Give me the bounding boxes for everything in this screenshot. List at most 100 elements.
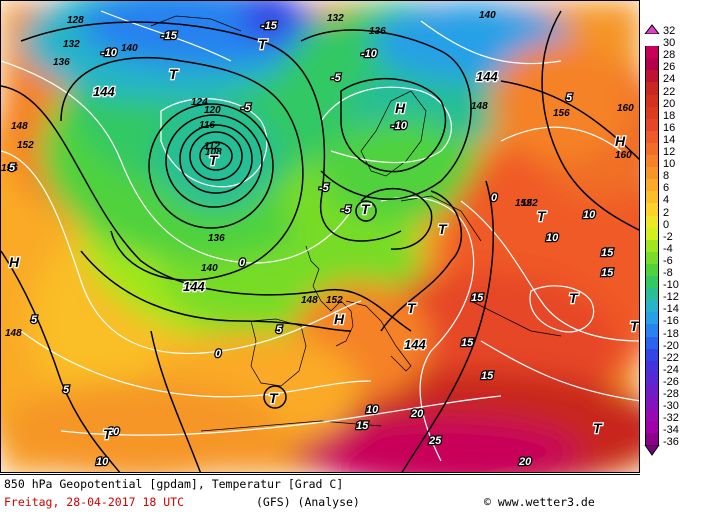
legend-swatch: [645, 288, 659, 301]
legend-label: -6: [663, 254, 673, 267]
temperature-isotherms: [1, 10, 639, 462]
legend-swatch: [645, 203, 659, 216]
legend-label: 28: [663, 49, 676, 62]
legend-swatch: [645, 142, 659, 156]
temperature-label: 10: [107, 426, 120, 438]
legend-label: -32: [663, 412, 679, 425]
legend-swatch: [645, 336, 659, 350]
temperature-label: 5: [566, 92, 573, 104]
geopotential-label: 144: [93, 84, 115, 99]
legend-label: -26: [663, 375, 679, 388]
geopotential-label: 152: [521, 198, 538, 209]
low-pressure-center: T: [269, 390, 279, 406]
temperature-label: 10: [546, 232, 559, 244]
legend-swatch: [645, 118, 659, 132]
legend-swatch: [645, 384, 659, 398]
low-pressure-center: T: [209, 152, 219, 168]
geopotential-label: 128: [67, 15, 84, 26]
legend-swatch: [645, 312, 659, 325]
temperature-label: -5: [331, 72, 342, 84]
legend-swatch: [645, 263, 659, 277]
low-pressure-center: T: [103, 426, 113, 442]
legend-label: -16: [663, 315, 679, 328]
legend-label: -12: [663, 291, 679, 304]
legend-swatch: [645, 251, 659, 265]
legend-swatch: [645, 155, 659, 168]
pressure-centers: T T T T T T T T T T T T H H H H: [8, 35, 639, 444]
legend-label: -24: [663, 363, 679, 376]
legend-label: -14: [663, 303, 679, 316]
geopotential-label: 144: [183, 279, 205, 294]
high-pressure-center: H: [334, 311, 345, 327]
geopotential-label: 148: [301, 295, 318, 306]
legend-label: 22: [663, 85, 676, 98]
temperature-label: 20: [410, 408, 424, 420]
legend-swatch: [645, 360, 659, 374]
caption-copyright: © www.wetter3.de: [484, 495, 595, 509]
low-pressure-center: T: [569, 290, 579, 306]
temperature-label: 20: [518, 456, 532, 468]
caption-date: Freitag, 28-04-2017 18 UTC: [4, 495, 185, 509]
legend-label: 24: [663, 73, 676, 86]
map-caption: 850 hPa Geopotential [gpdam], Temperatur…: [0, 474, 640, 514]
legend-bottom-arrow: [644, 445, 660, 457]
geopotential-label: 152: [326, 295, 343, 306]
temperature-label: -10: [391, 120, 408, 132]
legend-label: -30: [663, 400, 679, 413]
legend-label: -4: [663, 242, 673, 255]
temperature-label: 5: [9, 162, 16, 174]
geopotential-label: 144: [404, 337, 426, 352]
legend-label: 30: [663, 37, 676, 50]
geopotential-label: 132: [63, 39, 80, 50]
legend-label: 18: [663, 109, 676, 122]
legend-swatch: [645, 70, 659, 83]
legend-swatch: [645, 167, 659, 180]
geopotential-label: 116: [199, 120, 215, 131]
low-pressure-center: T: [258, 36, 268, 52]
low-pressure-center: T: [407, 300, 417, 316]
legend-swatch: [645, 106, 659, 120]
legend-label: 16: [663, 121, 676, 134]
geopotential-label: 132: [327, 13, 344, 24]
legend-label: 12: [663, 146, 676, 158]
legend-label: -10: [663, 279, 679, 292]
geopotential-label: 136: [53, 57, 70, 68]
legend-label: -2: [663, 230, 673, 243]
map-canvas: 1281321361401441481521561601241201161121…: [1, 1, 639, 472]
temperature-label: 10: [583, 209, 596, 221]
legend-swatch: [645, 409, 659, 422]
geopotential-label: 112: [204, 141, 220, 152]
temperature-label: -10: [361, 48, 378, 60]
geopotential-label: 144: [476, 69, 498, 84]
temperature-label: -10: [101, 47, 118, 59]
geopotential-label: 156: [553, 108, 570, 119]
high-pressure-center: H: [9, 254, 20, 270]
legend-swatch: [645, 239, 659, 253]
legend-label: 20: [663, 97, 676, 110]
legend-label: 10: [663, 158, 676, 171]
legend-swatch: [645, 215, 659, 229]
temperature-label: 25: [428, 435, 442, 447]
geopotential-label: 152: [515, 198, 532, 209]
temperature-legend: 32 30 28 26 24 22 20 18 16 14 12 10 8 6 4 2 0 -2 -4 -6 -8 -10…: [641, 24, 704, 460]
temperature-label: 15: [356, 420, 369, 432]
legend-swatch: [645, 94, 659, 108]
low-pressure-center: T: [438, 221, 448, 237]
legend-swatch: [645, 300, 659, 313]
legend-top-arrow: [644, 24, 660, 34]
temperature-label: 0: [239, 257, 246, 269]
legend-label: -20: [663, 339, 679, 352]
temperature-label: 5: [31, 314, 38, 326]
caption-model: (GFS) (Analyse): [256, 495, 360, 509]
geopotential-label: 136: [369, 26, 386, 37]
temperature-label: 10: [96, 456, 109, 468]
legend-label: -28: [663, 388, 679, 400]
temperature-label: 10: [366, 404, 379, 416]
geopotential-label: 148: [5, 328, 22, 339]
temperature-label: 15: [601, 247, 614, 259]
legend-label: 26: [663, 61, 676, 74]
low-pressure-center: T: [593, 420, 603, 436]
legend-label: -22: [663, 351, 679, 364]
low-pressure-center: T: [361, 201, 371, 217]
legend-swatch: [645, 348, 659, 362]
